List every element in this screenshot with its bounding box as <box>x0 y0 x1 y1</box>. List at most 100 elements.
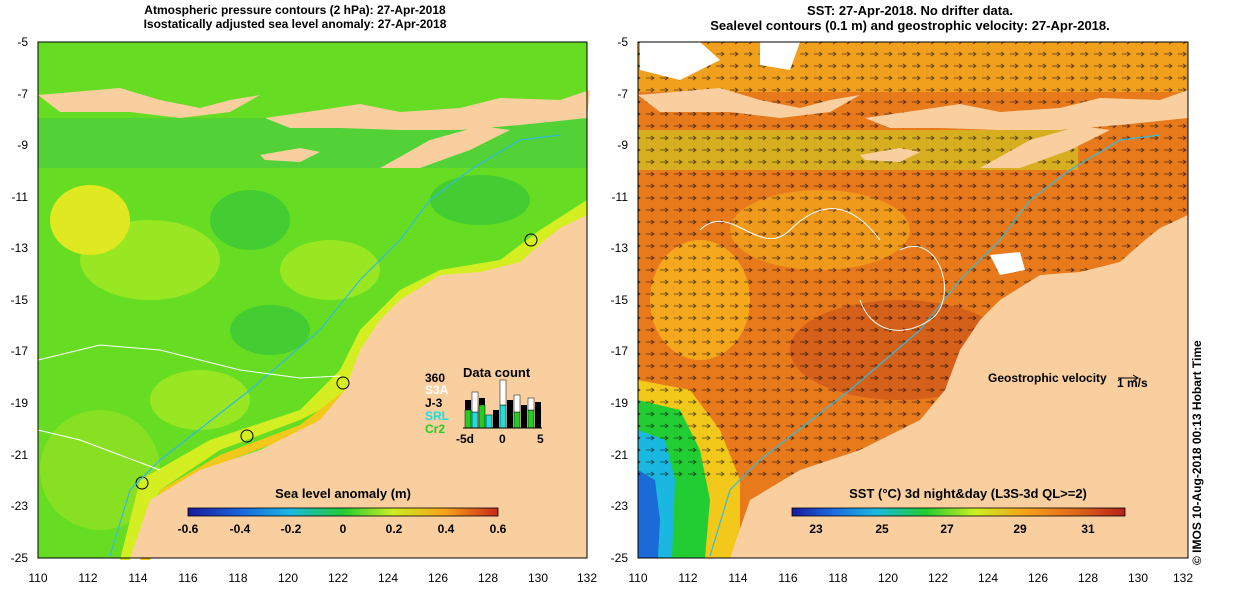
right-map: Geostrophic velocity 1 m/s <box>637 41 1189 559</box>
right-xtick: 112 <box>678 571 697 585</box>
velocity-legend-arrow <box>1118 374 1139 382</box>
right-panel-title: SST: 27-Apr-2018. No drifter data. Seale… <box>660 3 1160 33</box>
right-ytick: -9 <box>617 138 628 152</box>
sla-tick: -0.4 <box>230 522 251 536</box>
right-xtick: 118 <box>828 571 847 585</box>
right-ytick: -21 <box>611 448 629 462</box>
sst-tick: 25 <box>875 522 889 536</box>
count-xtick: -5d <box>456 432 474 446</box>
count-bar <box>499 404 507 429</box>
left-ytick: -25 <box>11 551 29 565</box>
sla-tick: 0.4 <box>438 522 455 536</box>
left-xtick: 112 <box>78 571 97 585</box>
track-marker <box>336 376 350 390</box>
sla-blob <box>430 175 530 225</box>
sla-tick: 0.2 <box>386 522 403 536</box>
sla-blob <box>40 410 160 530</box>
sealevel-contour <box>699 208 881 241</box>
right-xtick: 116 <box>778 571 797 585</box>
count-xtick: 5 <box>537 432 544 446</box>
left-ytick: -13 <box>11 241 29 255</box>
sla-tick: -0.2 <box>281 522 302 536</box>
count-bar <box>527 397 535 411</box>
left-ytick: -11 <box>12 190 29 204</box>
right-ytick: -25 <box>611 551 629 565</box>
sla-colorbar-label: Sea level anomaly (m) <box>275 486 411 501</box>
left-map <box>37 41 590 560</box>
left-ytick: -5 <box>17 35 28 49</box>
no-data-area <box>990 252 1025 275</box>
track-marker <box>524 233 538 247</box>
right-xtick: 114 <box>728 571 747 585</box>
sumba-island <box>260 148 320 162</box>
data-count-bars <box>464 379 541 429</box>
sla-blob <box>50 185 130 255</box>
bathymetry-contour <box>109 134 561 557</box>
velocity-legend-unit: 1 m/s <box>1117 376 1148 390</box>
count-bar <box>471 391 479 413</box>
right-title-line1: SST: 27-Apr-2018. No drifter data. <box>807 3 1013 18</box>
sealevel-contour <box>859 246 945 331</box>
left-sea-north <box>38 42 587 95</box>
left-ytick: -23 <box>11 499 29 513</box>
left-xtick: 118 <box>228 571 247 585</box>
left-ytick: -9 <box>17 138 28 152</box>
left-x-axis: 110 112 114 116 118 120 122 124 126 128 … <box>28 571 597 585</box>
sst-colorbar-label: SST (°C) 3d night&day (L3S-3d QL>=2) <box>849 486 1087 501</box>
right-ytick: -19 <box>611 396 629 410</box>
right-xtick: 128 <box>1078 571 1098 585</box>
left-ytick: -19 <box>11 396 29 410</box>
left-xtick: 130 <box>528 571 548 585</box>
right-title-line2: Sealevel contours (0.1 m) and geostrophi… <box>710 18 1110 33</box>
sla-blob <box>230 305 310 355</box>
right-xtick: 122 <box>928 571 948 585</box>
pressure-contour <box>37 344 341 379</box>
right-ytick: -23 <box>611 499 629 513</box>
left-xtick: 120 <box>278 571 298 585</box>
left-xtick: 114 <box>128 571 147 585</box>
data-count-series-s3a: S3A <box>425 383 449 397</box>
timor-island <box>380 126 510 168</box>
track-marker <box>240 429 254 443</box>
count-bar <box>535 402 541 428</box>
sst-tick: 23 <box>809 522 823 536</box>
left-ytick: -21 <box>11 448 29 462</box>
sst-tick: 27 <box>940 522 954 536</box>
sla-tick: -0.6 <box>178 522 199 536</box>
right-y-axis: -5 -7 -9 -11 -13 -15 -17 -19 -21 -23 -25 <box>611 35 629 565</box>
velocity-legend-label: Geostrophic velocity <box>988 371 1107 385</box>
count-bar <box>464 409 472 429</box>
right-ytick: -11 <box>612 190 629 204</box>
sst-tick: 29 <box>1013 522 1027 536</box>
left-xtick: 122 <box>328 571 348 585</box>
count-xtick: 0 <box>499 432 506 446</box>
count-bar <box>521 405 527 428</box>
lesser-sunda-islands <box>265 90 590 130</box>
sla-blob <box>150 370 250 430</box>
left-xtick: 124 <box>378 571 398 585</box>
count-bar <box>479 398 485 405</box>
right-xtick: 124 <box>978 571 998 585</box>
right-map-frame <box>637 41 1189 559</box>
left-title-line2: Isostatically adjusted sea level anomaly… <box>143 17 447 31</box>
right-australia-land <box>730 215 1188 558</box>
right-x-axis: 110 112 114 116 118 120 122 124 126 128 … <box>628 571 1193 585</box>
count-bar <box>485 414 493 429</box>
right-xtick: 126 <box>1028 571 1048 585</box>
data-count-ymax: 360 <box>425 371 445 385</box>
count-bar <box>499 379 507 406</box>
data-count-series-j3: J-3 <box>425 396 443 410</box>
left-ytick: -17 <box>11 344 29 358</box>
left-y-axis: -5 -7 -9 -11 -13 -15 -17 -19 -21 -23 -25 <box>11 35 29 565</box>
count-bar <box>493 410 499 428</box>
data-count-series-cr2: Cr2 <box>425 422 445 436</box>
no-data-area <box>640 42 720 80</box>
no-data-area <box>760 42 800 70</box>
right-xtick: 132 <box>1173 571 1193 585</box>
right-xtick: 110 <box>628 571 647 585</box>
left-colorbar: Sea level anomaly (m) -0.6 -0.4 -0.2 0 0… <box>178 486 507 536</box>
right-ytick: -15 <box>611 293 629 307</box>
left-title-line1: Atmospheric pressure contours (2 hPa): 2… <box>144 3 446 17</box>
java-island <box>38 88 260 118</box>
count-bar <box>471 411 479 429</box>
